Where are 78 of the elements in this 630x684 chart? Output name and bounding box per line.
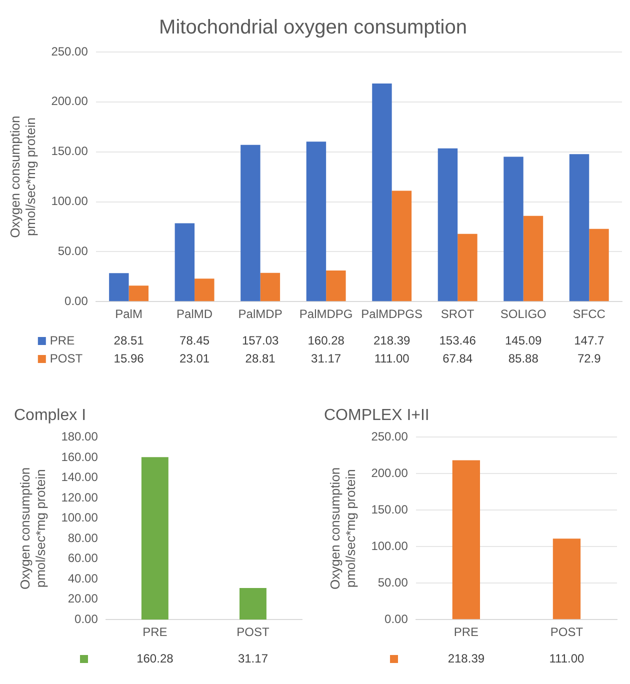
chart-title: Mitochondrial oxygen consumption	[159, 16, 467, 39]
y-tick-label: 180.00	[61, 430, 98, 444]
data-label: 23.01	[180, 351, 210, 366]
y-tick-label: 0.00	[74, 612, 98, 626]
x-tick-label: POST	[550, 625, 584, 640]
bar	[240, 144, 260, 302]
y-tick-label: 0.00	[64, 294, 88, 308]
y-tick-label: 250.00	[371, 430, 408, 444]
bar	[504, 156, 524, 302]
data-label: 218.39	[373, 333, 411, 348]
y-axis-title: Oxygen consumption pmol/sec*mg protein	[7, 116, 38, 238]
bar	[438, 148, 458, 302]
bar	[392, 190, 412, 302]
legend-label: PRE	[50, 333, 75, 348]
y-tick-label: 20.00	[68, 592, 98, 606]
x-tick-label: SFCC	[572, 307, 606, 322]
data-label: 111.00	[374, 351, 410, 366]
x-tick-label: POST	[236, 625, 270, 640]
y-tick-label: 140.00	[61, 470, 98, 484]
bar	[260, 272, 280, 302]
x-tick-label: PRE	[454, 625, 479, 640]
data-label: 147.7	[574, 333, 604, 348]
x-tick-label: SOLIGO	[500, 307, 546, 322]
y-tick-label: 200.00	[51, 94, 88, 108]
y-tick-label: 250.00	[51, 44, 88, 58]
bar	[589, 228, 609, 302]
chart-title: COMPLEX I+II	[324, 407, 430, 424]
bar	[523, 216, 544, 302]
y-tick-label: 50.00	[58, 244, 88, 258]
x-tick-label: PRE	[142, 625, 168, 640]
data-label: 31.17	[238, 651, 268, 666]
data-label: 111.00	[549, 651, 585, 666]
y-axis-title: Oxygen consumption pmol/sec*mg protein	[327, 467, 358, 590]
x-tick-label: PalMDPGS	[361, 307, 423, 322]
y-tick-label: 150.00	[51, 144, 88, 158]
y-tick-label: 50.00	[378, 575, 408, 590]
y-tick-label: 80.00	[68, 530, 98, 545]
data-label: 160.28	[136, 651, 174, 666]
y-tick-label: 100.00	[61, 510, 98, 525]
bar	[458, 234, 478, 302]
chart-title: Complex I	[14, 407, 86, 424]
y-tick-label: 150.00	[371, 502, 408, 516]
x-tick-label: SROT	[440, 307, 475, 322]
bar	[109, 273, 129, 302]
y-tick-label: 100.00	[371, 538, 408, 553]
bar	[174, 223, 195, 302]
y-tick-label: 0.00	[384, 612, 408, 626]
y-tick-label: 60.00	[68, 551, 98, 566]
data-label: 28.51	[114, 333, 144, 348]
bar	[326, 270, 346, 302]
legend-label: POST	[50, 351, 84, 366]
x-tick-label: PalMD	[176, 307, 213, 322]
data-label: 145.09	[505, 333, 542, 348]
x-tick-label: PalMDP	[238, 307, 282, 322]
y-tick-label: 200.00	[371, 466, 408, 480]
data-label: 78.45	[180, 333, 210, 348]
x-tick-label: PalM	[115, 307, 142, 322]
bar	[194, 278, 214, 302]
data-label: 67.84	[442, 351, 473, 366]
data-label: 157.03	[242, 333, 279, 348]
y-tick-label: 160.00	[61, 450, 98, 464]
bar	[372, 84, 392, 302]
bar	[306, 142, 326, 302]
y-tick-label: 120.00	[61, 490, 98, 504]
data-label: 160.28	[308, 333, 345, 348]
y-tick-label: 40.00	[68, 571, 98, 586]
data-label: 28.81	[245, 351, 276, 366]
data-label: 153.46	[439, 333, 476, 348]
x-tick-label: PalMDPG	[299, 307, 353, 322]
data-label: 85.88	[508, 351, 539, 366]
bar	[569, 154, 590, 302]
y-axis-title: Oxygen consumption pmol/sec*mg protein	[17, 467, 48, 590]
data-label: 72.9	[577, 351, 602, 366]
data-label: 15.96	[114, 351, 144, 366]
y-tick-label: 100.00	[51, 194, 88, 208]
data-label: 218.39	[448, 651, 485, 666]
data-label: 31.17	[311, 351, 342, 366]
bar	[128, 286, 149, 302]
